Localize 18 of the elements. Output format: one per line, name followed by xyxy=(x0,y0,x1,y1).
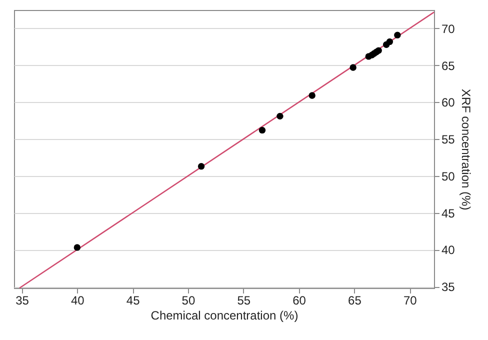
x-tick-label: 70 xyxy=(403,294,418,308)
x-tick-label: 65 xyxy=(348,294,362,308)
y-tick-label: 45 xyxy=(442,206,456,220)
y-tick-label: 65 xyxy=(442,58,456,73)
x-tick-label: 40 xyxy=(70,294,85,308)
x-tick-label: 35 xyxy=(16,294,30,308)
y-tick-label: 70 xyxy=(442,22,456,36)
y-tick-label: 55 xyxy=(442,132,456,147)
x-tick-label: 60 xyxy=(292,294,306,308)
y-tick-label: 40 xyxy=(442,243,456,258)
x-tick-label: 55 xyxy=(237,294,251,308)
x-axis-title: Chemical concentration (%) xyxy=(150,308,298,322)
x-tick-label: 50 xyxy=(182,294,196,308)
y-axis-title: XRF concentration (%) xyxy=(458,88,473,210)
y-tick-label: 35 xyxy=(442,280,456,294)
y-tick-label: 60 xyxy=(442,96,456,110)
y-tick-label: 50 xyxy=(442,169,456,184)
x-tick-label: 45 xyxy=(126,294,140,308)
